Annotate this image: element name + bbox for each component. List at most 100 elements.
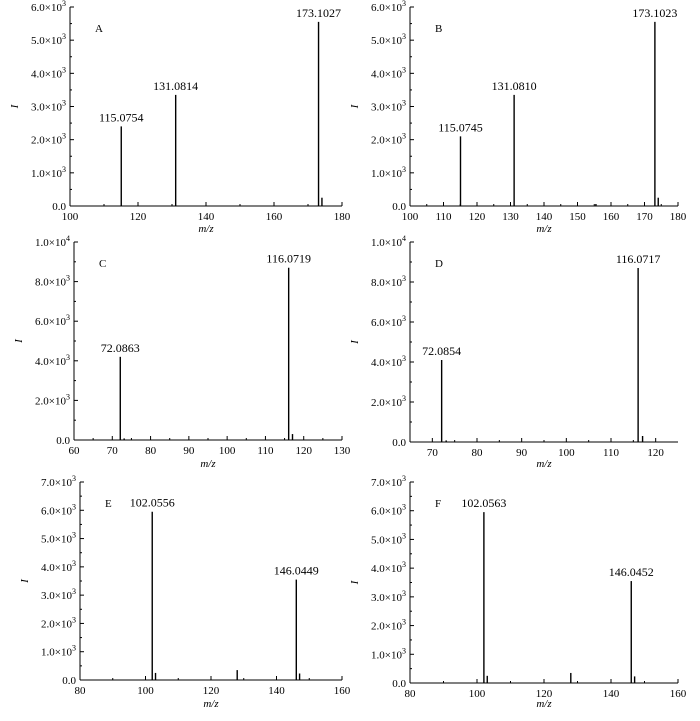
y-tick-label: 1.0×104 — [371, 234, 406, 249]
x-axis-title: m/z — [200, 458, 216, 470]
peak-label: 115.0754 — [99, 110, 144, 124]
y-tick-label: 2.0×103 — [35, 392, 70, 407]
x-tick-label: 140 — [268, 685, 285, 697]
panel-letter: C — [99, 258, 106, 270]
y-tick-label: 0.0 — [52, 201, 66, 213]
y-tick-label: 7.0×103 — [41, 474, 76, 489]
y-tick-label: 4.0×103 — [31, 65, 66, 80]
x-axis-title: m/z — [198, 223, 214, 235]
y-tick-label: 8.0×103 — [371, 274, 406, 289]
y-tick-label: 6.0×103 — [35, 313, 70, 328]
y-tick-label: 0.0 — [392, 678, 406, 690]
x-tick-label: 70 — [427, 447, 439, 459]
x-tick-label: 100 — [62, 211, 79, 223]
x-tick-label: 120 — [203, 685, 220, 697]
panel-letter: F — [435, 498, 441, 510]
y-tick-label: 7.0×103 — [371, 474, 406, 489]
spectrum-panel-b: 100 110 120 130 140 150 160 170 180 0.0 1.0×103 2.0… — [349, 0, 687, 235]
y-tick-label: 1.0×103 — [31, 165, 66, 180]
x-tick-label: 110 — [603, 447, 620, 459]
peak-label: 146.0452 — [609, 565, 654, 579]
y-tick-label: 3.0×103 — [41, 587, 76, 602]
panel-letter: B — [435, 23, 442, 35]
y-axis-title: I — [349, 103, 361, 109]
x-tick-label: 180 — [670, 211, 687, 223]
x-tick-label: 120 — [295, 445, 312, 457]
peak-label: 72.0854 — [422, 344, 461, 358]
x-tick-label: 130 — [502, 211, 519, 223]
y-tick-label: 5.0×103 — [371, 531, 406, 546]
y-tick-label: 0.0 — [62, 675, 76, 687]
y-tick-label: 0.0 — [56, 435, 70, 447]
y-axis-title: I — [19, 578, 31, 584]
x-tick-label: 100 — [402, 211, 419, 223]
y-axis-title: I — [349, 579, 361, 585]
y-tick-label: 5.0×103 — [41, 531, 76, 546]
y-tick-label: 5.0×103 — [371, 32, 406, 47]
y-tick-label: 0.0 — [392, 437, 406, 449]
x-tick-label: 140 — [198, 211, 215, 223]
x-tick-label: 100 — [558, 447, 575, 459]
peak-label: 173.1027 — [296, 6, 341, 20]
panel-letter: E — [105, 498, 112, 510]
y-tick-label: 1.0×104 — [35, 234, 70, 249]
peak-label: 102.0563 — [461, 496, 506, 510]
spectrum-panel-a: 100 120 140 160 180 0.0 1.0×103 2.0×103 3.0×103 4… — [9, 0, 351, 235]
y-tick-label: 6.0×103 — [371, 314, 406, 329]
x-tick-label: 100 — [137, 685, 154, 697]
y-tick-label: 4.0×103 — [35, 353, 70, 368]
y-tick-label: 4.0×103 — [371, 560, 406, 575]
x-tick-label: 110 — [435, 211, 452, 223]
y-tick-label: 2.0×103 — [371, 132, 406, 147]
y-tick-label: 0.0 — [392, 201, 406, 213]
x-tick-label: 160 — [334, 685, 351, 697]
x-tick-label: 60 — [69, 445, 81, 457]
peak-label: 173.1023 — [632, 6, 677, 20]
x-tick-label: 80 — [405, 688, 417, 700]
y-tick-label: 2.0×103 — [31, 132, 66, 147]
y-tick-label: 4.0×103 — [371, 65, 406, 80]
x-tick-label: 120 — [469, 211, 486, 223]
x-tick-label: 90 — [183, 445, 195, 457]
x-axis-title: m/z — [536, 223, 552, 235]
y-tick-label: 6.0×103 — [371, 0, 406, 14]
x-axis-title: m/z — [536, 458, 552, 470]
x-tick-label: 140 — [536, 211, 553, 223]
x-tick-label: 120 — [130, 211, 147, 223]
y-tick-label: 4.0×103 — [371, 354, 406, 369]
y-tick-label: 1.0×103 — [371, 165, 406, 180]
peak-label: 116.0719 — [266, 252, 311, 266]
x-tick-label: 130 — [334, 445, 351, 457]
x-tick-label: 160 — [266, 211, 283, 223]
spectrum-panel-c: 60 70 80 90 100 110 120 130 0.0 2.0×103 4.0×103 6.0… — [13, 234, 351, 470]
x-tick-label: 90 — [516, 447, 528, 459]
x-tick-label: 150 — [569, 211, 586, 223]
x-axis-title: m/z — [203, 698, 219, 710]
y-axis-title: I — [349, 339, 361, 345]
x-tick-label: 80 — [145, 445, 157, 457]
y-tick-label: 2.0×103 — [41, 615, 76, 630]
x-tick-label: 70 — [107, 445, 119, 457]
y-axis-title: I — [13, 338, 25, 344]
x-axis-title: m/z — [536, 698, 552, 710]
y-tick-label: 5.0×103 — [31, 32, 66, 47]
x-tick-label: 120 — [647, 447, 664, 459]
y-axis-title: I — [9, 103, 21, 109]
spectrum-panel-e: 80 100 120 140 160 0.0 1.0×103 2.0×103 3.0×103 4.… — [19, 474, 351, 710]
peak-label: 116.0717 — [616, 252, 661, 266]
y-tick-label: 2.0×103 — [371, 394, 406, 409]
x-tick-label: 110 — [257, 445, 274, 457]
x-tick-label: 160 — [670, 688, 687, 700]
peak-label: 102.0556 — [130, 496, 175, 510]
x-tick-label: 80 — [75, 685, 87, 697]
peak-label: 115.0745 — [438, 120, 483, 134]
x-tick-label: 170 — [636, 211, 653, 223]
y-tick-label: 3.0×103 — [371, 589, 406, 604]
y-tick-label: 1.0×103 — [371, 646, 406, 661]
x-tick-label: 120 — [536, 688, 553, 700]
panel-letter: D — [435, 258, 443, 270]
x-tick-label: 80 — [472, 447, 484, 459]
x-tick-label: 180 — [334, 211, 351, 223]
y-tick-label: 6.0×103 — [41, 502, 76, 517]
